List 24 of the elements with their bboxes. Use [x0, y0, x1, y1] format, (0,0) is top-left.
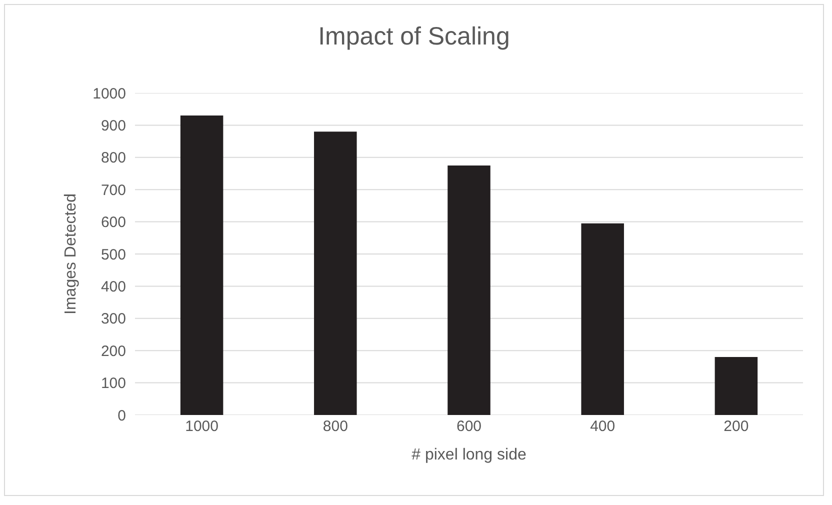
- x-tick-label: 200: [724, 418, 749, 435]
- y-tick-label: 900: [100, 117, 126, 134]
- y-tick-label: 600: [100, 214, 126, 232]
- y-tick-label: 100: [100, 375, 126, 392]
- x-tick-label: 1000: [185, 418, 218, 435]
- bar: [714, 357, 758, 415]
- x-axis-title: # pixel long side: [412, 446, 526, 464]
- x-tick-label: 600: [456, 418, 482, 435]
- x-tick-label: 800: [322, 418, 348, 435]
- x-tick-label: 400: [590, 418, 616, 435]
- y-tick-label: 700: [100, 182, 126, 199]
- bar: [180, 116, 224, 415]
- y-tick-label: 0: [118, 407, 126, 424]
- y-axis-title: Images Detected: [62, 194, 80, 314]
- bar: [448, 165, 490, 415]
- y-tick-label: 500: [100, 246, 126, 264]
- chart-title: Impact of Scaling: [318, 22, 510, 51]
- y-tick-label: 800: [100, 150, 126, 167]
- bar: [581, 223, 624, 415]
- y-tick-label: 200: [100, 342, 126, 360]
- y-tick-label: 300: [100, 310, 126, 328]
- y-tick-label: 400: [100, 278, 126, 296]
- y-tick-label: 1000: [92, 85, 126, 102]
- bar: [314, 132, 357, 415]
